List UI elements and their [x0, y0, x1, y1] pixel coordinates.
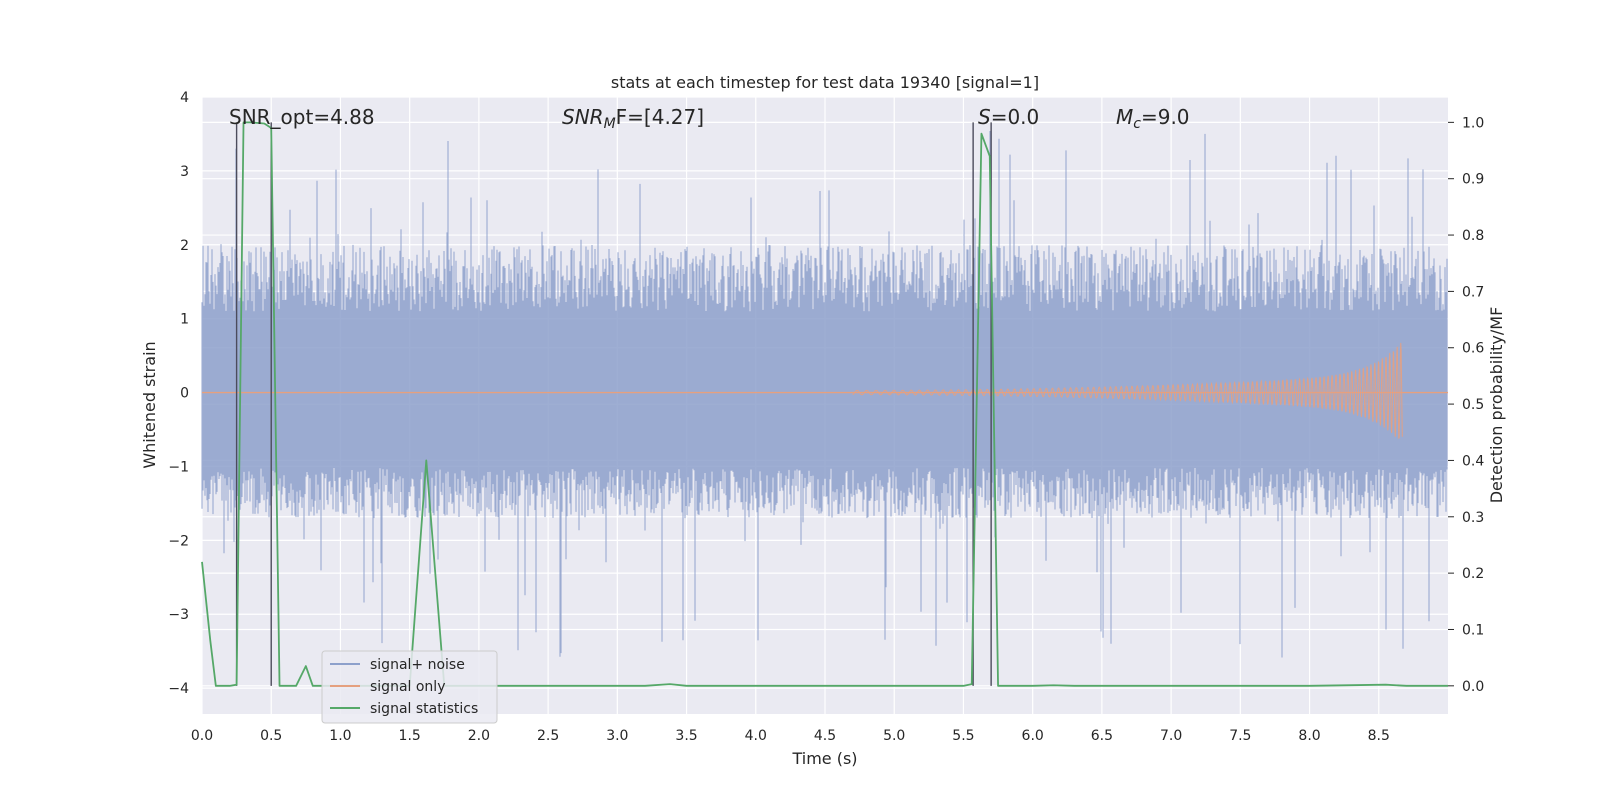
x-tick-label: 4.0 — [745, 728, 767, 744]
x-tick-label: 3.5 — [675, 728, 697, 744]
annotation-mc-main: M — [1116, 105, 1133, 129]
x-tick-label: 4.5 — [814, 728, 836, 744]
legend-label-signal-only: signal only — [370, 679, 445, 695]
annotation-snr-mf-rest: F=[4.27] — [616, 105, 704, 129]
x-tick-label: 7.0 — [1160, 728, 1182, 744]
y-right-tick-label: 0.8 — [1462, 228, 1484, 244]
y-right-tick-labels: 0.0 0.1 0.2 0.3 0.4 0.5 0.6 0.7 0.8 0.9 1.0 — [1448, 115, 1484, 695]
y-left-tick-label: −1 — [168, 459, 189, 475]
legend-label-signal-noise: signal+ noise — [370, 657, 465, 673]
signal-only-chirp — [852, 342, 1403, 439]
y-left-tick-label: −2 — [168, 533, 189, 549]
legend-label-signal-statistics: signal statistics — [370, 701, 478, 717]
y-right-tick-label: 0.9 — [1462, 172, 1484, 188]
x-tick-label: 5.0 — [883, 728, 905, 744]
x-tick-label: 0.5 — [260, 728, 282, 744]
x-tick-label: 6.5 — [1091, 728, 1113, 744]
y-left-tick-label: 1 — [180, 312, 189, 328]
annotation-s: S=0.0 — [978, 105, 1039, 129]
x-tick-label: 3.0 — [606, 728, 628, 744]
annotation-mc-rest: =9.0 — [1141, 105, 1190, 129]
y-right-tick-label: 0.2 — [1462, 566, 1484, 582]
annotation-mc: Mc=9.0 — [1116, 105, 1190, 132]
annotation-s-main: S — [978, 105, 991, 129]
y-right-tick-label: 0.3 — [1462, 510, 1484, 526]
y-axis-label-right: Detection probability/MF — [1487, 307, 1506, 504]
y-left-tick-label: 2 — [180, 238, 189, 254]
annotation-snr-opt: SNR_opt=4.88 — [229, 105, 375, 129]
series-signal-statistics — [201, 121, 1448, 687]
x-tick-label: 6.0 — [1022, 728, 1044, 744]
y-left-tick-label: −3 — [168, 607, 189, 623]
annotation-mc-sub: c — [1133, 116, 1141, 132]
y-right-tick-label: 1.0 — [1462, 115, 1484, 131]
y-right-tick-label: 0.1 — [1462, 622, 1484, 638]
y-right-tick-label: 0.7 — [1462, 284, 1484, 300]
series-signal-only — [202, 342, 1448, 439]
annotation-s-rest: =0.0 — [991, 105, 1040, 129]
x-axis-label: Time (s) — [791, 749, 857, 768]
x-tick-label: 2.0 — [468, 728, 490, 744]
x-tick-label: 2.5 — [537, 728, 559, 744]
y-left-tick-labels: −4 −3 −2 −1 0 1 2 3 4 — [168, 90, 189, 697]
y-left-tick-label: −4 — [168, 681, 189, 697]
chart-title: stats at each timestep for test data 193… — [611, 73, 1039, 92]
x-tick-label: 8.5 — [1368, 728, 1390, 744]
x-tick-labels: 0.0 0.5 1.0 1.5 2.0 2.5 3.0 3.5 4.0 4.5 5.0 5.5 6.0 6… — [191, 728, 1390, 744]
y-left-tick-label: 4 — [180, 90, 189, 106]
x-tick-label: 1.0 — [329, 728, 351, 744]
y-left-tick-label: 3 — [180, 164, 189, 180]
annotation-snr-mf-sub: M — [604, 116, 616, 132]
x-tick-label: 1.5 — [399, 728, 421, 744]
y-right-tick-label: 0.6 — [1462, 341, 1484, 357]
y-right-tick-label: 0.5 — [1462, 397, 1484, 413]
x-tick-label: 8.0 — [1298, 728, 1320, 744]
x-tick-label: 7.5 — [1229, 728, 1251, 744]
legend-box — [321, 650, 498, 724]
y-right-tick-label: 0.4 — [1462, 453, 1484, 469]
annotation-snr-mf-main: SNR — [562, 105, 604, 129]
y-axis-label-left: Whitened strain — [140, 341, 159, 468]
legend: signal+ noise signal only signal statist… — [321, 650, 498, 724]
y-right-tick-label: 0.0 — [1462, 679, 1484, 695]
y-left-tick-label: 0 — [180, 386, 189, 402]
x-tick-label: 0.0 — [191, 728, 213, 744]
annotation-snr-mf: SNRMF=[4.27] — [562, 105, 704, 132]
signal-statistics-line — [201, 121, 1448, 687]
x-tick-label: 5.5 — [952, 728, 974, 744]
